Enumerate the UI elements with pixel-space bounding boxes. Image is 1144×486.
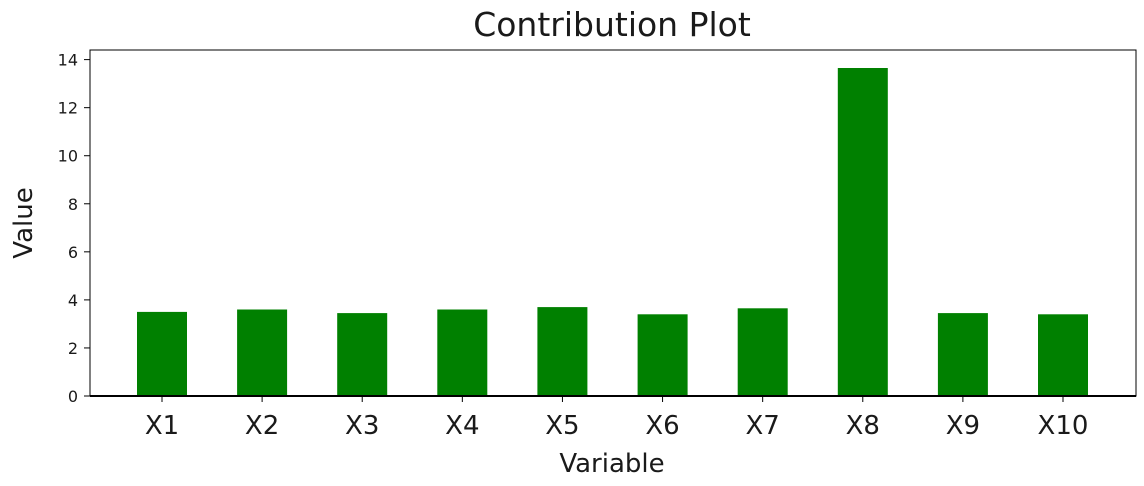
x-tick-label-x2: X2 bbox=[245, 411, 279, 441]
y-tick-label: 4 bbox=[68, 291, 78, 310]
x-axis: X1 X2 X3 X4 X5 X6 X7 X8 X9 X10 bbox=[145, 396, 1089, 441]
x-tick-label-x7: X7 bbox=[745, 411, 779, 441]
x-tick-label-x6: X6 bbox=[645, 411, 679, 441]
x-tick-label-x5: X5 bbox=[545, 411, 579, 441]
bar-x4 bbox=[437, 309, 488, 396]
y-tick-label: 6 bbox=[68, 243, 78, 262]
bar-x7 bbox=[737, 308, 788, 396]
bar-x6 bbox=[637, 314, 688, 396]
y-tick-label: 10 bbox=[58, 147, 78, 166]
plot-area bbox=[89, 49, 1137, 397]
x-tick-label-x9: X9 bbox=[946, 411, 980, 441]
bar-x9 bbox=[937, 313, 988, 396]
x-tick-label-x10: X10 bbox=[1038, 411, 1089, 441]
bars bbox=[137, 68, 1088, 396]
chart-title: Contribution Plot bbox=[473, 5, 751, 44]
y-tick-label: 2 bbox=[68, 339, 78, 358]
bar-x10 bbox=[1038, 314, 1088, 396]
bar-x3 bbox=[337, 313, 388, 396]
bar-x2 bbox=[237, 309, 288, 396]
x-tick-label-x1: X1 bbox=[145, 411, 179, 441]
y-axis-label: Value bbox=[9, 187, 39, 258]
y-axis: 0 2 4 6 8 10 12 14 bbox=[58, 51, 90, 406]
bar-x1 bbox=[137, 311, 187, 396]
y-tick-label: 12 bbox=[58, 99, 78, 118]
x-tick-label-x4: X4 bbox=[445, 411, 479, 441]
x-tick-label-x3: X3 bbox=[345, 411, 379, 441]
x-axis-label: Variable bbox=[559, 449, 664, 479]
y-tick-label: 14 bbox=[58, 51, 78, 70]
x-tick-label-x8: X8 bbox=[846, 411, 880, 441]
bar-x5 bbox=[537, 307, 588, 396]
bar-x8 bbox=[837, 68, 888, 396]
y-tick-label: 8 bbox=[68, 195, 78, 214]
y-tick-label: 0 bbox=[68, 387, 78, 406]
